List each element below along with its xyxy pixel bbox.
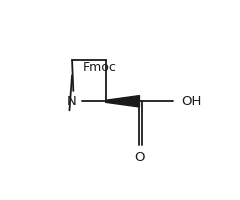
Polygon shape <box>106 96 139 107</box>
Text: Fmoc: Fmoc <box>82 61 116 74</box>
Text: OH: OH <box>181 95 201 108</box>
Text: O: O <box>134 151 145 164</box>
Text: N: N <box>67 95 77 108</box>
